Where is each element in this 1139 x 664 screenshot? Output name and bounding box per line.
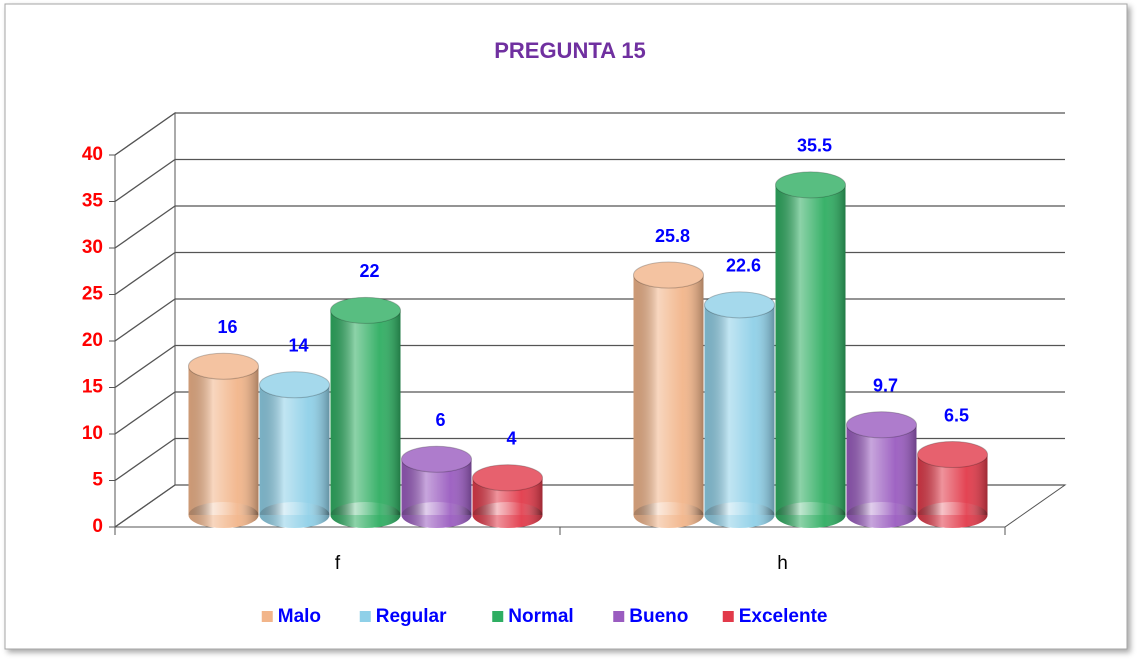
cylinder-base-shade [259, 502, 330, 528]
cylinder-base-shade [775, 502, 846, 528]
value-label: 22 [359, 261, 379, 281]
y-tick-label: 35 [82, 191, 104, 212]
cylinder-base-shade [633, 502, 704, 528]
bar-shade [188, 366, 259, 515]
value-label: 22.6 [726, 256, 761, 276]
cylinder-base-shade [188, 502, 259, 528]
y-tick-label: 10 [82, 423, 103, 444]
cylinder-base-shade [401, 502, 472, 528]
y-tick-label: 30 [82, 237, 103, 258]
y-tick-label: 40 [82, 144, 103, 165]
value-label: 14 [288, 336, 308, 356]
cylinder-top [401, 445, 472, 473]
cylinder-top-light [704, 291, 775, 318]
legend-label: Normal [508, 606, 573, 627]
bar-shade [704, 304, 775, 515]
cylinder-top-light [775, 171, 846, 198]
bar-shade [633, 275, 704, 515]
y-tick-label: 20 [82, 330, 103, 351]
legend-swatch [261, 611, 273, 622]
cylinder [472, 464, 543, 528]
y-tick-label: 0 [92, 516, 103, 537]
legend-swatch [613, 611, 625, 622]
value-label: 6 [435, 410, 445, 430]
cylinder-top [704, 291, 775, 319]
y-tick-label: 25 [82, 284, 104, 305]
cylinder-top-light [846, 411, 917, 438]
grid-line [114, 251, 1065, 296]
grid-line [114, 158, 1065, 203]
cylinder-top-light [188, 353, 259, 380]
legend-swatch [359, 611, 371, 622]
legend-label: Malo [278, 606, 321, 627]
y-tick-label: 5 [92, 470, 103, 491]
cylinder [259, 371, 330, 528]
cylinder-top [775, 171, 846, 199]
cylinder [775, 171, 846, 528]
bar-shade [259, 384, 330, 515]
cylinder-base-shade [704, 502, 775, 528]
cylinder-top [259, 371, 330, 399]
x-tick-label: f [335, 553, 341, 574]
value-label: 16 [217, 317, 237, 337]
cylinder-top [633, 261, 704, 289]
bar-shade [775, 184, 846, 515]
grid-line [114, 112, 1065, 156]
legend-label: Bueno [629, 606, 688, 627]
cylinder-base-shade [330, 502, 401, 528]
cylinder-base-shade [472, 502, 543, 528]
value-label: 9.7 [873, 376, 898, 396]
cylinder-top [472, 464, 543, 492]
value-label: 35.5 [797, 136, 832, 156]
legend-swatch [492, 611, 504, 622]
cylinder-top [846, 411, 917, 439]
bar-shade [330, 310, 401, 515]
grid-line [114, 205, 1065, 249]
cylinder-top [917, 441, 988, 469]
cylinder-top-light [259, 371, 330, 398]
legend-label: Excelente [739, 606, 828, 627]
cylinder [633, 261, 704, 528]
cylinder-top-light [472, 464, 543, 491]
cylinder-base-shade [917, 502, 988, 528]
cylinder-top-light [633, 262, 704, 289]
cylinder-top-light [401, 446, 472, 473]
cylinder-top [188, 352, 259, 380]
cylinder-top-light [917, 441, 988, 468]
cylinder [846, 411, 917, 528]
cylinder [330, 296, 401, 528]
legend-label: Regular [376, 606, 447, 627]
cylinder [188, 352, 259, 528]
value-label: 6.5 [944, 405, 969, 425]
bar-shade [846, 424, 917, 515]
frame [4, 3, 1128, 650]
cylinder [401, 445, 472, 528]
cylinder [704, 291, 775, 528]
cylinder-base-shade [846, 502, 917, 528]
y-tick-label: 15 [82, 377, 104, 398]
value-label: 4 [506, 429, 516, 449]
legend-swatch [722, 611, 734, 622]
cylinder-top-light [330, 297, 401, 324]
x-tick-label: h [777, 553, 788, 574]
cylinder [917, 441, 988, 528]
chart-title: PREGUNTA 15 [494, 38, 646, 63]
cylinder-top [330, 296, 401, 324]
value-label: 25.8 [655, 226, 690, 246]
